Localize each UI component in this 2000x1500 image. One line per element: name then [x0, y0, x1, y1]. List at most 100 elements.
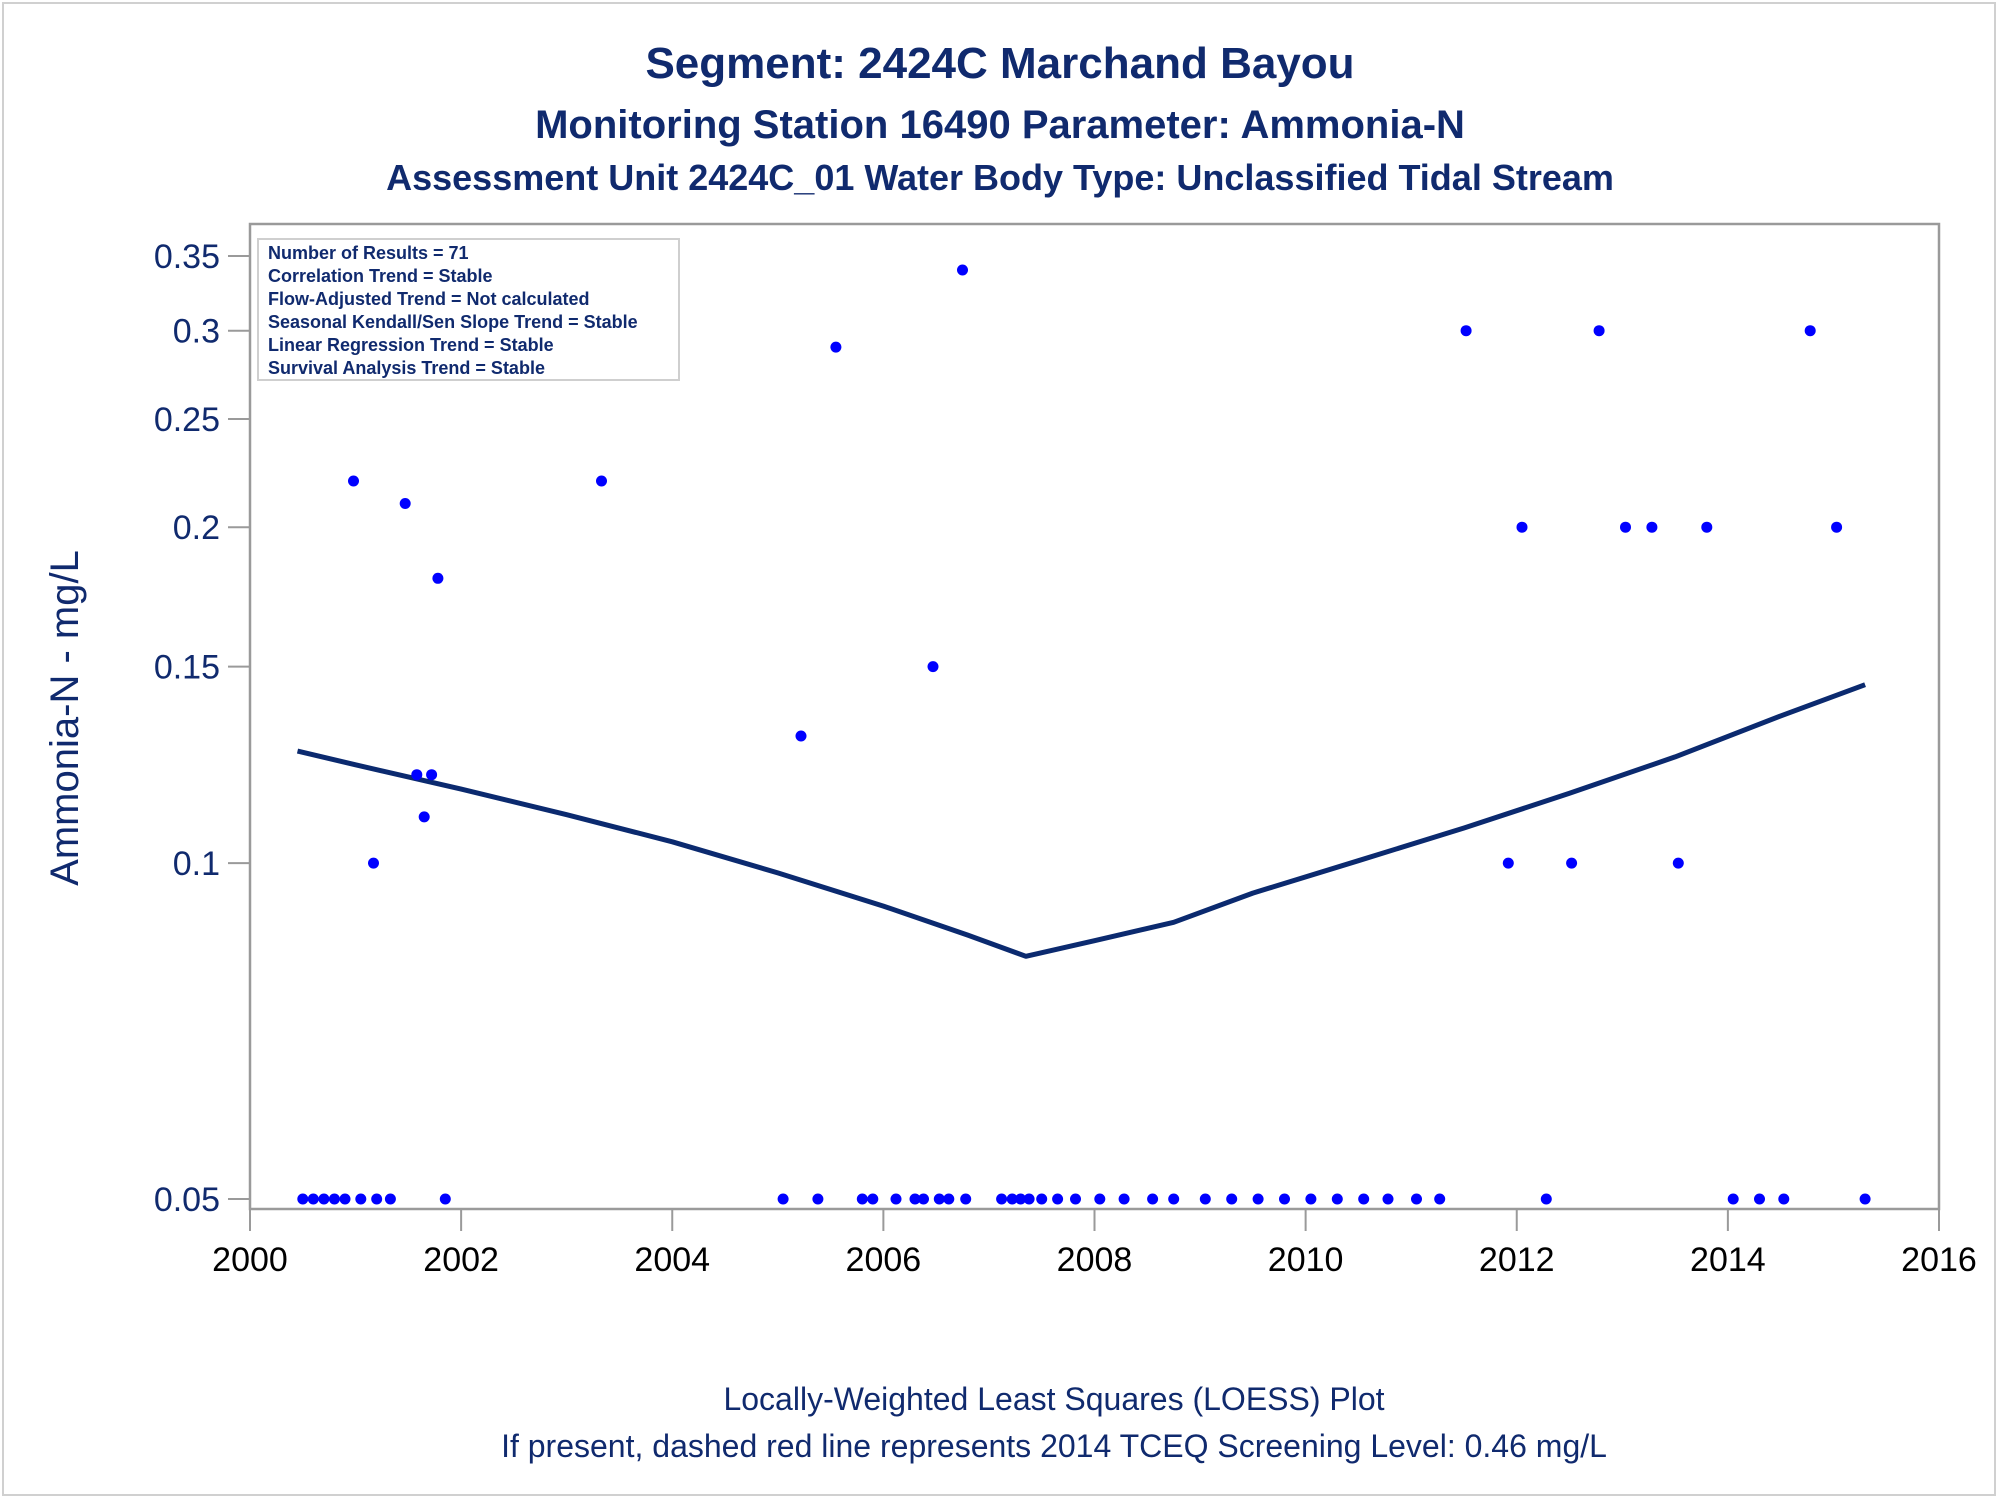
- x-axis: 2000 2002 2004 2006 2008 2010 2012 2014 2016: [212, 1209, 1977, 1279]
- data-point: [1118, 1193, 1130, 1205]
- data-point: [1831, 521, 1843, 533]
- data-point: [355, 1193, 367, 1205]
- loess-line-group: [296, 682, 1866, 959]
- data-point: [1147, 1193, 1159, 1205]
- data-point: [318, 1193, 330, 1205]
- data-point: [339, 1193, 351, 1205]
- x-tick-label: 2004: [634, 1241, 710, 1279]
- data-point: [1540, 1193, 1552, 1205]
- data-point: [1052, 1193, 1064, 1205]
- chart-subtitle-1: Monitoring Station 16490 Parameter: Ammo…: [535, 103, 1465, 147]
- data-point: [439, 1193, 451, 1205]
- data-point: [307, 1193, 319, 1205]
- data-point: [1672, 857, 1684, 869]
- x-tick-label: 2012: [1479, 1241, 1555, 1279]
- data-point: [1434, 1193, 1446, 1205]
- y-tick-label: 0.1: [173, 845, 220, 883]
- data-point: [867, 1193, 879, 1205]
- data-point: [1226, 1193, 1238, 1205]
- data-point: [1502, 857, 1514, 869]
- data-point: [1358, 1193, 1370, 1205]
- data-point: [960, 1193, 972, 1205]
- data-point: [1701, 521, 1713, 533]
- data-point: [1023, 1193, 1035, 1205]
- data-point: [1036, 1193, 1048, 1205]
- data-point: [1754, 1193, 1765, 1205]
- x-tick-label: 2000: [212, 1241, 288, 1279]
- data-point: [371, 1193, 383, 1205]
- data-point: [1331, 1193, 1343, 1205]
- data-point: [328, 1193, 340, 1205]
- data-point: [812, 1193, 824, 1205]
- chart-title: Segment: 2424C Marchand Bayou: [645, 39, 1354, 88]
- footnote-screening: If present, dashed red line represents 2…: [501, 1428, 1607, 1464]
- data-point: [411, 769, 423, 781]
- data-point: [1566, 857, 1578, 869]
- data-point: [933, 1193, 945, 1205]
- data-point: [384, 1193, 396, 1205]
- data-point: [909, 1193, 921, 1205]
- data-point: [418, 811, 430, 823]
- data-point: [1778, 1193, 1790, 1205]
- footnote-loess: Locally-Weighted Least Squares (LOESS) P…: [723, 1381, 1384, 1417]
- loess-line: [296, 682, 1866, 959]
- data-point: [1006, 1193, 1018, 1205]
- data-point: [1252, 1193, 1264, 1205]
- stats-line: Number of Results = 71: [268, 243, 469, 263]
- y-tick-label: 0.2: [173, 509, 220, 547]
- y-tick-label: 0.35: [154, 238, 220, 276]
- stats-line: Linear Regression Trend = Stable: [268, 335, 554, 355]
- data-point: [1593, 325, 1605, 337]
- data-point: [1727, 1193, 1739, 1205]
- chart-subtitle-2: Assessment Unit 2424C_01 Water Body Type…: [386, 157, 1614, 198]
- data-point: [368, 857, 379, 869]
- data-point: [1411, 1193, 1422, 1205]
- data-point: [1646, 521, 1658, 533]
- data-point: [927, 661, 939, 673]
- data-point: [1804, 325, 1816, 337]
- x-tick-label: 2016: [1901, 1241, 1977, 1279]
- stats-line: Seasonal Kendall/Sen Slope Trend = Stabl…: [268, 312, 638, 332]
- y-tick-label: 0.3: [173, 313, 220, 351]
- stats-box-border: [257, 238, 680, 381]
- stats-box: Number of Results = 71 Correlation Trend …: [257, 238, 680, 381]
- data-point: [795, 730, 807, 742]
- data-point: [1199, 1193, 1211, 1205]
- data-point: [1859, 1193, 1871, 1205]
- data-point: [890, 1193, 902, 1205]
- data-points: [297, 264, 1871, 1205]
- data-point: [1382, 1193, 1394, 1205]
- data-point: [777, 1193, 789, 1205]
- data-point: [856, 1193, 868, 1205]
- data-point: [1168, 1193, 1180, 1205]
- data-point: [1620, 521, 1631, 533]
- stats-line: Flow-Adjusted Trend = Not calculated: [268, 289, 590, 309]
- x-tick-label: 2008: [1057, 1241, 1133, 1279]
- data-point: [297, 1193, 309, 1205]
- data-point: [1516, 521, 1528, 533]
- data-point: [1094, 1193, 1106, 1205]
- data-point: [943, 1193, 955, 1205]
- data-point: [399, 498, 411, 509]
- x-tick-label: 2014: [1690, 1241, 1766, 1279]
- x-tick-label: 2002: [423, 1241, 499, 1279]
- stats-line: Correlation Trend = Stable: [268, 266, 493, 286]
- data-point: [957, 264, 968, 276]
- data-point: [1015, 1193, 1027, 1205]
- y-tick-label: 0.05: [154, 1181, 220, 1219]
- data-point: [830, 341, 842, 353]
- data-point: [918, 1193, 929, 1205]
- y-axis-label: Ammonia-N - mg/L: [43, 550, 87, 886]
- data-point: [348, 475, 359, 487]
- data-point: [1070, 1193, 1081, 1205]
- data-point: [1305, 1193, 1317, 1205]
- stats-line: Survival Analysis Trend = Stable: [268, 358, 545, 378]
- data-point: [426, 769, 438, 781]
- y-tick-label: 0.15: [154, 649, 220, 687]
- data-point: [996, 1193, 1008, 1205]
- data-point: [596, 475, 607, 487]
- data-point: [1279, 1193, 1290, 1205]
- y-axis: 0.05 0.1 0.15 0.2 0.25 0.3 0.35: [154, 238, 250, 1219]
- y-tick-label: 0.25: [154, 401, 220, 439]
